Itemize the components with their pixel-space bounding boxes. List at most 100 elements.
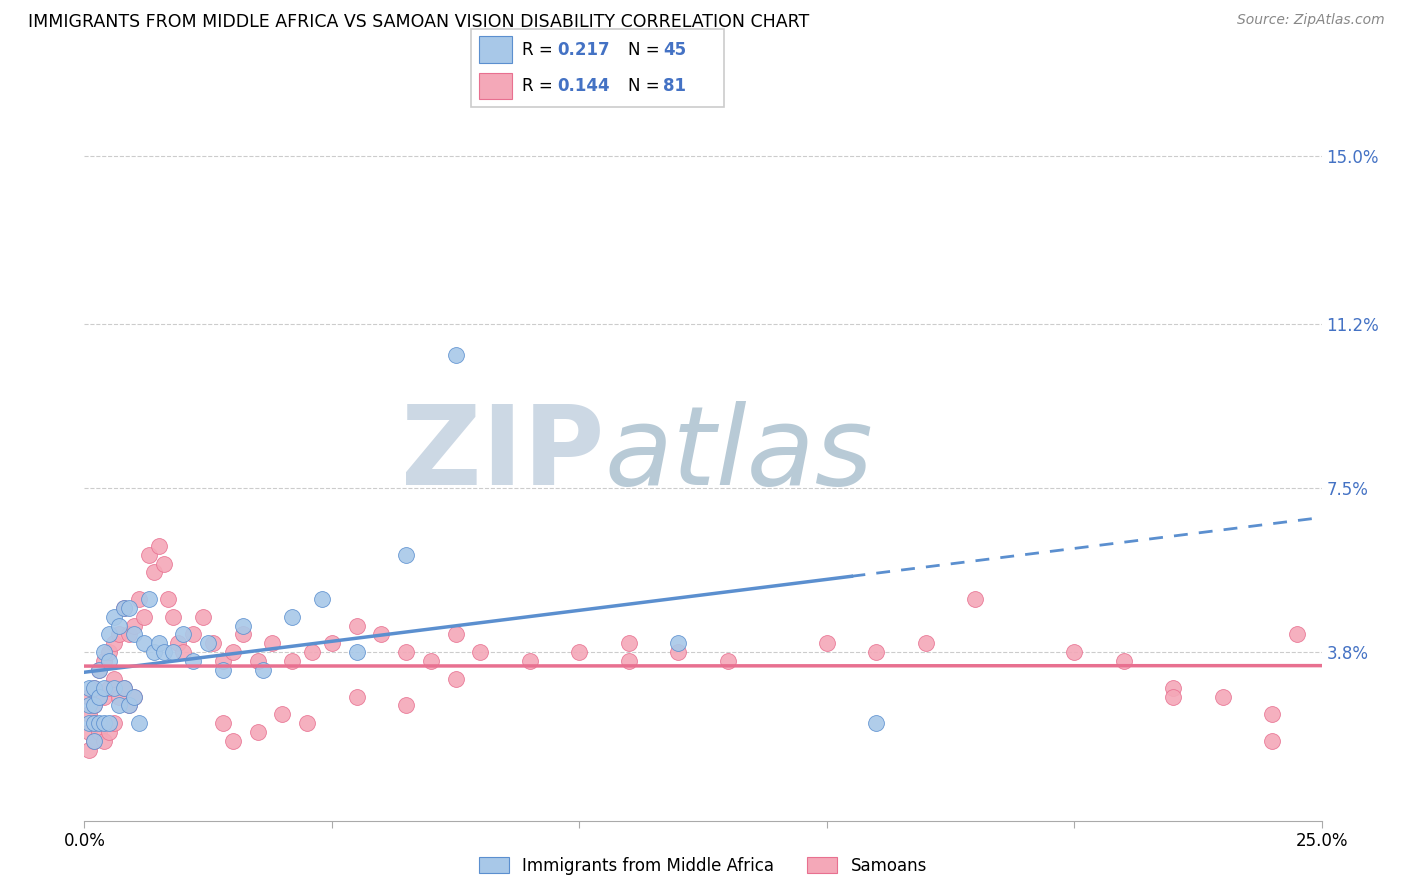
Immigrants from Middle Africa: [93, 681, 115, 695]
Text: IMMIGRANTS FROM MIDDLE AFRICA VS SAMOAN VISION DISABILITY CORRELATION CHART: IMMIGRANTS FROM MIDDLE AFRICA VS SAMOAN …: [28, 13, 810, 31]
Immigrants from Middle Africa: [93, 716, 115, 731]
Text: N =: N =: [628, 77, 665, 95]
Immigrants from Middle Africa: [108, 698, 131, 713]
Samoans: [79, 690, 101, 704]
Immigrants from Middle Africa: [118, 600, 141, 615]
Samoans: [212, 716, 235, 731]
Immigrants from Middle Africa: [666, 636, 689, 650]
Samoans: [1261, 707, 1284, 722]
Immigrants from Middle Africa: [122, 627, 145, 641]
Samoans: [118, 698, 141, 713]
Samoans: [1161, 690, 1184, 704]
Samoans: [246, 725, 269, 739]
Samoans: [128, 592, 150, 607]
Samoans: [79, 707, 101, 722]
Samoans: [181, 627, 204, 641]
Immigrants from Middle Africa: [89, 690, 111, 704]
Samoans: [191, 609, 214, 624]
Samoans: [108, 690, 131, 704]
Immigrants from Middle Africa: [103, 609, 125, 624]
Samoans: [1161, 681, 1184, 695]
FancyBboxPatch shape: [478, 37, 512, 63]
Text: atlas: atlas: [605, 401, 873, 508]
Immigrants from Middle Africa: [83, 716, 105, 731]
Text: N =: N =: [628, 41, 665, 59]
Samoans: [914, 636, 936, 650]
Samoans: [617, 654, 640, 668]
Immigrants from Middle Africa: [98, 654, 121, 668]
Immigrants from Middle Africa: [232, 618, 254, 632]
Samoans: [202, 636, 225, 650]
Samoans: [965, 592, 987, 607]
Text: R =: R =: [522, 41, 558, 59]
Samoans: [103, 672, 125, 686]
Immigrants from Middle Africa: [79, 698, 101, 713]
Immigrants from Middle Africa: [83, 681, 105, 695]
Samoans: [93, 654, 115, 668]
Immigrants from Middle Africa: [98, 627, 121, 641]
Samoans: [470, 645, 492, 659]
Samoans: [108, 627, 131, 641]
Samoans: [301, 645, 323, 659]
Immigrants from Middle Africa: [83, 734, 105, 748]
Immigrants from Middle Africa: [79, 681, 101, 695]
Immigrants from Middle Africa: [181, 654, 204, 668]
Samoans: [212, 654, 235, 668]
Immigrants from Middle Africa: [395, 548, 418, 562]
Samoans: [519, 654, 541, 668]
Samoans: [148, 539, 170, 553]
Samoans: [246, 654, 269, 668]
Immigrants from Middle Africa: [89, 716, 111, 731]
Samoans: [1112, 654, 1135, 668]
Immigrants from Middle Africa: [83, 698, 105, 713]
Immigrants from Middle Africa: [142, 645, 165, 659]
Samoans: [321, 636, 343, 650]
Samoans: [1063, 645, 1085, 659]
Samoans: [666, 645, 689, 659]
FancyBboxPatch shape: [478, 72, 512, 99]
Samoans: [444, 627, 467, 641]
Samoans: [138, 548, 160, 562]
Samoans: [222, 645, 245, 659]
Samoans: [89, 725, 111, 739]
Samoans: [98, 681, 121, 695]
Samoans: [79, 725, 101, 739]
Immigrants from Middle Africa: [128, 716, 150, 731]
Samoans: [93, 690, 115, 704]
Samoans: [122, 690, 145, 704]
Immigrants from Middle Africa: [152, 645, 174, 659]
Samoans: [222, 734, 245, 748]
Immigrants from Middle Africa: [311, 592, 333, 607]
Samoans: [167, 636, 190, 650]
Samoans: [346, 690, 368, 704]
Samoans: [717, 654, 740, 668]
Legend: Immigrants from Middle Africa, Samoans: Immigrants from Middle Africa, Samoans: [472, 850, 934, 882]
Samoans: [93, 734, 115, 748]
Samoans: [617, 636, 640, 650]
Immigrants from Middle Africa: [93, 645, 115, 659]
Samoans: [89, 690, 111, 704]
Samoans: [865, 645, 887, 659]
Samoans: [271, 707, 294, 722]
Immigrants from Middle Africa: [252, 663, 274, 677]
Samoans: [83, 734, 105, 748]
Samoans: [118, 627, 141, 641]
Immigrants from Middle Africa: [148, 636, 170, 650]
Samoans: [395, 698, 418, 713]
Samoans: [232, 627, 254, 641]
Text: 45: 45: [664, 41, 686, 59]
Immigrants from Middle Africa: [108, 618, 131, 632]
Immigrants from Middle Africa: [865, 716, 887, 731]
Samoans: [142, 566, 165, 580]
Samoans: [295, 716, 318, 731]
Samoans: [157, 592, 180, 607]
Immigrants from Middle Africa: [79, 716, 101, 731]
Samoans: [132, 609, 155, 624]
FancyBboxPatch shape: [471, 29, 724, 107]
Samoans: [98, 725, 121, 739]
Samoans: [172, 645, 194, 659]
Samoans: [103, 716, 125, 731]
Samoans: [815, 636, 838, 650]
Text: 0.217: 0.217: [557, 41, 610, 59]
Samoans: [262, 636, 284, 650]
